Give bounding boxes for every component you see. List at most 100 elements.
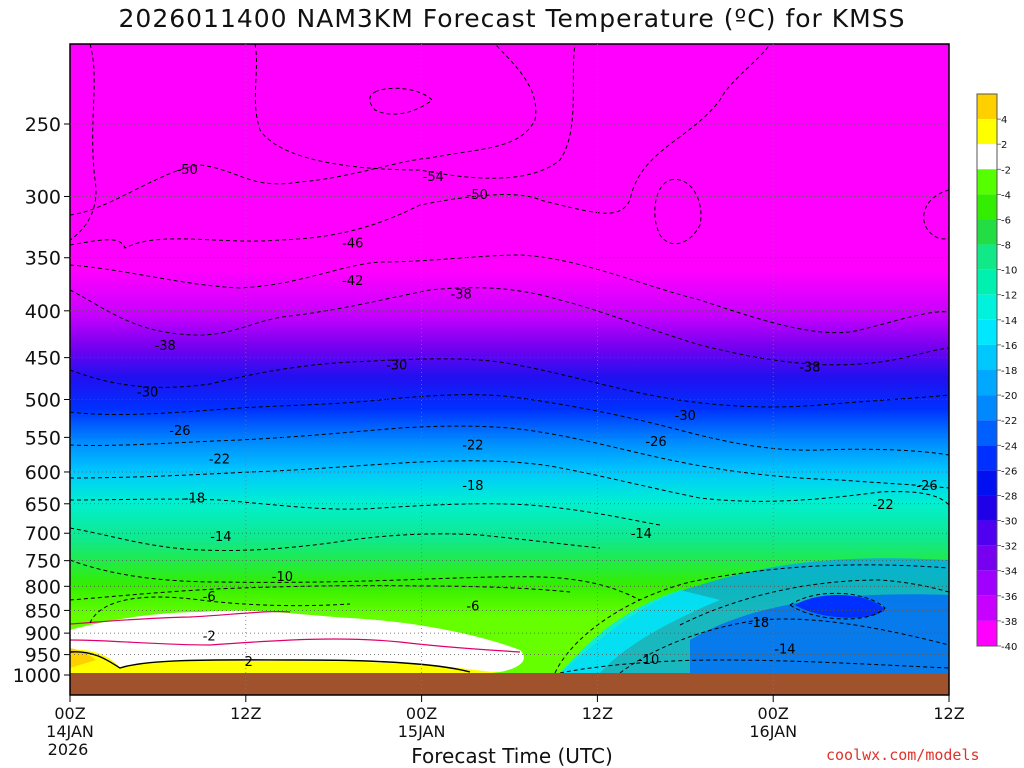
colorbar-swatch [977,269,997,295]
colorbar-swatch [977,194,997,220]
contour-line [70,559,641,601]
colorbar-swatch [977,620,997,646]
colorbar-swatch [977,244,997,270]
colorbar-label: 2 [1001,140,1007,151]
contour-label: -22 [209,452,230,467]
contour-label: -10 [272,570,293,585]
colorbar-swatch [977,570,997,596]
colorbar-swatch [977,294,997,320]
colorbar-label: 4 [1001,115,1007,126]
colorbar: 4 2 -2 -4 -6 -8 -10 -12 -14 -16 -18 -20 -22 -24 -26 -28… [976,93,1017,653]
contour-line [70,44,771,249]
contour-line [70,585,571,601]
contour-label: -22 [462,439,483,454]
colorbar-label: -22 [1001,416,1017,427]
contour-line [654,178,702,245]
contour-label: -18 [462,479,483,494]
contour-label: -10 [638,653,659,668]
colorbar-swatch [977,420,997,446]
colorbar-label: -24 [1001,441,1017,452]
warm-layer-yellow [70,649,500,673]
warm-layer-white [70,610,524,672]
contour-line [369,87,433,115]
cold-air-core [690,594,949,673]
x-axis-title: Forecast Time (UTC) [411,744,613,768]
colorbar-label: -12 [1001,291,1017,302]
ground-surface [70,673,949,695]
freezing-line-2 [70,638,521,653]
contour-label: -26 [645,435,666,450]
gridlines [70,44,949,695]
y-tick-label: 700 [25,523,61,545]
cyan-transition [560,590,720,673]
colorbar-label: -40 [1001,642,1017,653]
colorbar-swatch [977,595,997,621]
x-tick-year: 2026 [48,740,89,759]
colorbar-swatch [977,520,997,546]
colorbar-swatch [977,545,997,571]
colorbar-swatch [977,495,997,521]
y-tick-label: 1000 [13,665,61,687]
colorbar-label: -26 [1001,466,1017,477]
colorbar-label: -18 [1001,366,1017,377]
contour-line [70,394,949,456]
colorbar-label: -30 [1001,517,1017,528]
contour-label: -18 [184,492,205,507]
contour-line [70,527,601,552]
colorbar-swatch [977,445,997,471]
colorbar-swatch [977,144,997,170]
y-tick-label: 800 [25,576,61,598]
contour-label: -14 [210,530,231,545]
contour-label: -50 [467,188,488,203]
colorbar-label: -14 [1001,316,1017,327]
contour-line [789,592,886,620]
y-tick-label: 550 [25,427,61,449]
colorbar-label: -6 [1001,215,1011,226]
contour-label: -50 [177,163,198,178]
contour-line [554,564,949,673]
colorbar-swatch [977,94,997,120]
colorbar-label: -2 [1001,165,1011,176]
y-tick-label: 750 [25,551,61,573]
colorbar-swatch [977,219,997,245]
y-tick-label: 600 [25,462,61,484]
contour-label: -30 [675,409,696,424]
contour-label: -30 [386,359,407,374]
contour-label: -22 [872,498,893,513]
x-tick-label: 12Z [230,704,261,723]
freezing-line-1 [70,610,291,625]
contour-label: -18 [748,616,769,631]
chart-title: 2026011400 NAM3KM Forecast Temperature (… [118,4,906,33]
colorbar-swatch [977,319,997,345]
contour-label: -6 [466,600,479,615]
contour-label: -6 [203,590,216,605]
contour-line [70,287,949,366]
x-tick-label: 00Z [54,704,85,723]
y-tick-label: 450 [25,348,61,370]
contour-line [70,358,949,408]
x-tick-date: 14JAN [46,722,94,741]
y-tick-label: 500 [25,390,61,412]
contour-line [254,44,576,179]
contour-line [70,498,661,526]
colorbar-swatch [977,119,997,145]
zero-contour [70,651,471,673]
x-tick-label: 12Z [582,704,613,723]
plot-frame [69,43,950,696]
x-tick-label: 00Z [406,704,437,723]
x-tick-date: 16JAN [749,722,797,741]
contour-line [70,44,97,241]
contour-label: -42 [342,274,363,289]
y-tick-label: 850 [25,600,61,622]
colorbar-label: -28 [1001,491,1017,502]
colorbar-label: -8 [1001,241,1011,252]
contour-line [70,44,537,216]
colorbar-label: -4 [1001,190,1011,201]
y-tick-label: 400 [25,301,61,323]
contour-labels: -54 -50 -50 -46 -42 -38 -38 -38 -30 -30 -30 -26 -26 -… [137,163,938,670]
y-tick-label: 350 [25,248,61,270]
contour-label: 2 [245,655,253,670]
colorbar-swatch [977,470,997,496]
